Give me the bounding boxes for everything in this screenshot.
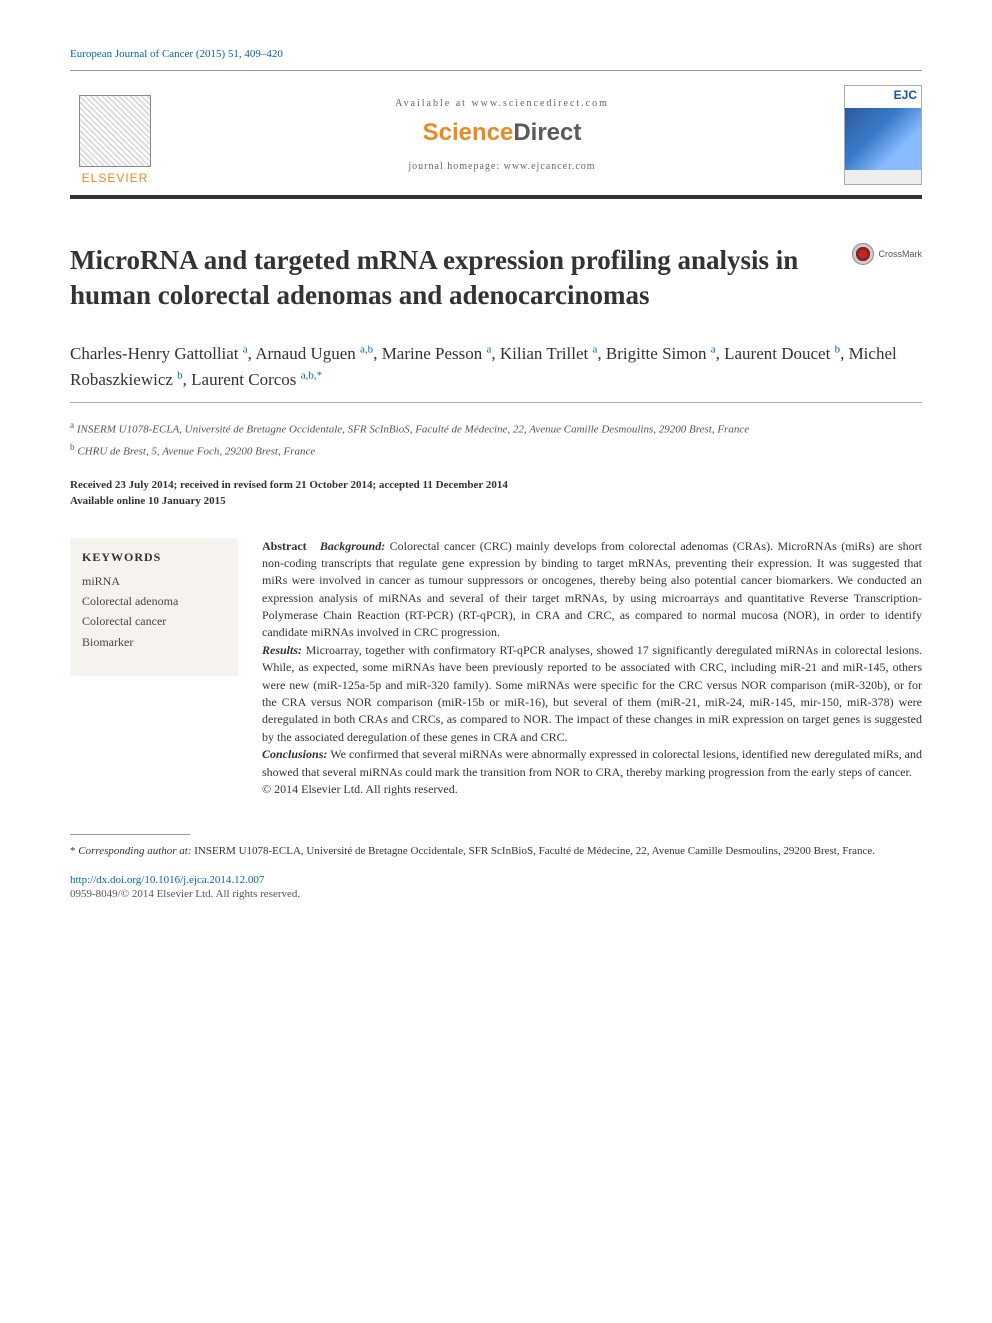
background-text: Colorectal cancer (CRC) mainly develops … [262,539,922,640]
corresponding-author-footnote: * Corresponding author at: INSERM U1078-… [70,843,922,860]
affiliation-a: a INSERM U1078-ECLA, Université de Breta… [70,419,922,438]
journal-reference: European Journal of Cancer (2015) 51, 40… [70,48,922,60]
doi-link[interactable]: http://dx.doi.org/10.1016/j.ejca.2014.12… [70,874,922,886]
header-center: Available at www.sciencedirect.com Scien… [176,98,828,172]
received-line: Received 23 July 2014; received in revis… [70,477,922,494]
affiliation-b: b CHRU de Brest, 5, Avenue Foch, 29200 B… [70,441,922,460]
body-row: KEYWORDS miRNA Colorectal adenoma Colore… [70,538,922,799]
abstract-copyright: © 2014 Elsevier Ltd. All rights reserved… [262,782,458,796]
available-at-line: Available at www.sciencedirect.com [176,98,828,109]
sd-logo-left: Science [423,119,514,146]
footnote-marker: * [70,845,76,857]
title-row: MicroRNA and targeted mRNA expression pr… [70,243,922,313]
journal-header: ELSEVIER Available at www.sciencedirect.… [70,70,922,199]
elsevier-logo: ELSEVIER [70,85,160,185]
results-label: Results: [262,643,302,657]
journal-cover-thumbnail: EJC [844,85,922,185]
footnote-label: Corresponding author at: [78,845,191,857]
article-title: MicroRNA and targeted mRNA expression pr… [70,243,832,313]
elsevier-tree-icon [79,95,151,167]
author-divider [70,402,922,403]
abstract-label: Abstract [262,539,307,553]
keyword-item: Colorectal cancer [82,611,226,631]
ejc-cover-image [845,108,921,170]
background-label: Background: [320,539,385,553]
keywords-box: KEYWORDS miRNA Colorectal adenoma Colore… [70,538,238,677]
footnote-text: INSERM U1078-ECLA, Université de Bretagn… [192,845,876,857]
online-line: Available online 10 January 2015 [70,493,922,510]
results-text: Microarray, together with confirmatory R… [262,643,922,744]
crossmark-icon [852,243,874,265]
abstract: Abstract Background: Colorectal cancer (… [262,538,922,799]
journal-homepage: journal homepage: www.ejcancer.com [176,161,828,172]
keyword-item: Biomarker [82,632,226,652]
ejc-cover-footer [845,170,921,184]
keyword-item: Colorectal adenoma [82,591,226,611]
crossmark-label: CrossMark [878,249,922,259]
crossmark-badge[interactable]: CrossMark [852,243,922,265]
sd-logo-right: Direct [513,119,581,146]
sciencedirect-logo: ScienceDirect [176,119,828,147]
conclusions-text: We confirmed that several miRNAs were ab… [262,747,922,778]
elsevier-label: ELSEVIER [82,171,149,185]
ejc-cover-label: EJC [845,86,921,108]
bottom-copyright: 0959-8049/© 2014 Elsevier Ltd. All right… [70,888,922,900]
footnote-rule [70,834,190,835]
conclusions-label: Conclusions: [262,747,327,761]
author-list: Charles-Henry Gattolliat a, Arnaud Uguen… [70,341,922,392]
keywords-heading: KEYWORDS [82,550,226,565]
keyword-item: miRNA [82,571,226,591]
article-dates: Received 23 July 2014; received in revis… [70,477,922,510]
